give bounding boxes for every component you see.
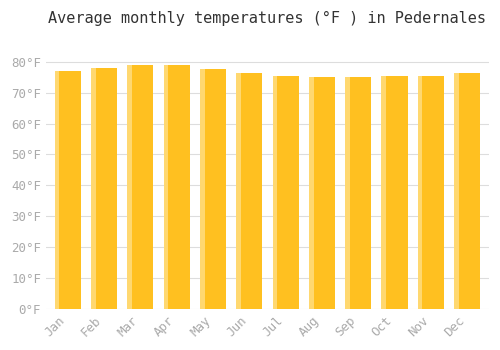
Bar xyxy=(272,76,298,309)
Bar xyxy=(164,65,190,309)
Bar xyxy=(454,72,458,309)
Bar xyxy=(236,72,262,309)
Bar xyxy=(236,72,241,309)
Bar xyxy=(164,65,168,309)
Bar xyxy=(91,68,117,309)
Bar xyxy=(272,76,277,309)
Bar xyxy=(91,68,96,309)
Bar xyxy=(382,76,407,309)
Bar xyxy=(345,77,372,309)
Bar xyxy=(418,76,422,309)
Bar xyxy=(128,65,154,309)
Bar xyxy=(418,76,444,309)
Bar xyxy=(345,77,350,309)
Title: Average monthly temperatures (°F ) in Pedernales: Average monthly temperatures (°F ) in Pe… xyxy=(48,11,486,26)
Bar xyxy=(54,71,60,309)
Bar xyxy=(454,72,480,309)
Bar xyxy=(200,69,226,309)
Bar xyxy=(128,65,132,309)
Bar xyxy=(54,71,81,309)
Bar xyxy=(200,69,204,309)
Bar xyxy=(309,77,314,309)
Bar xyxy=(309,77,335,309)
Bar xyxy=(382,76,386,309)
